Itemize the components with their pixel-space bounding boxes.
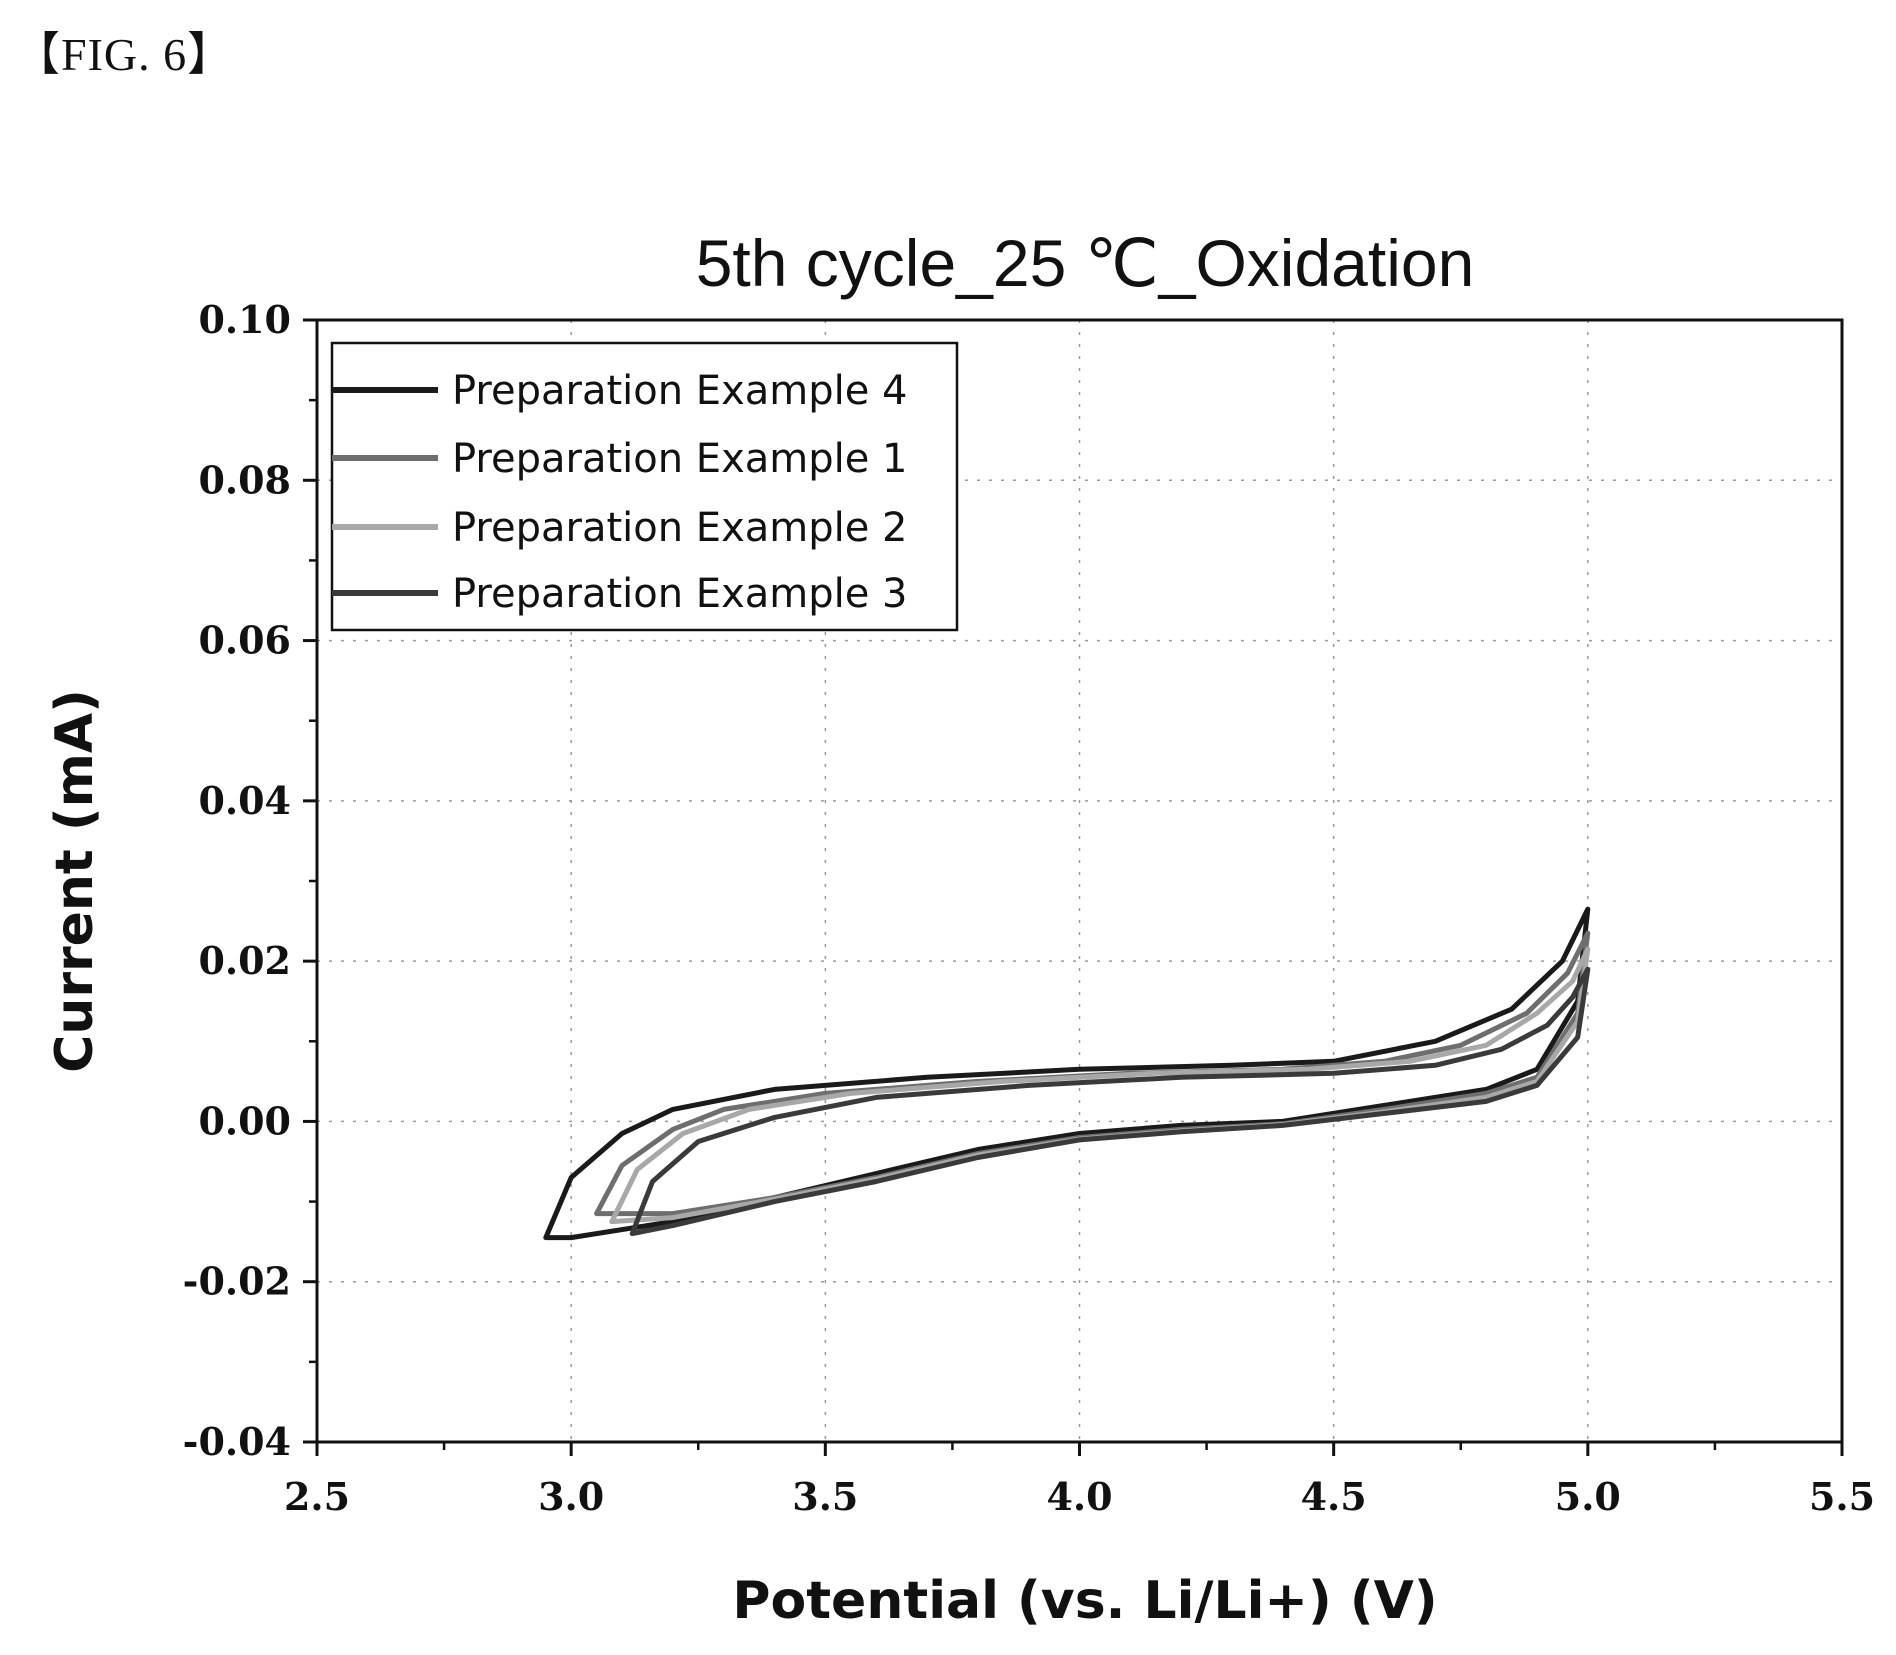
x-tick-label: 3.0 bbox=[538, 1474, 604, 1519]
y-axis-title: Current (mA) bbox=[45, 689, 105, 1073]
x-tick-label: 2.5 bbox=[284, 1474, 350, 1519]
series-line-1 bbox=[543, 906, 1591, 1241]
y-tick-label: 0.00 bbox=[198, 1098, 291, 1143]
series-line-4 bbox=[629, 966, 1591, 1237]
series-layer bbox=[543, 906, 1591, 1241]
series-line-3 bbox=[609, 946, 1591, 1225]
x-tick-label: 5.5 bbox=[1809, 1474, 1875, 1519]
y-tick-label: 0.10 bbox=[198, 297, 291, 342]
y-axis: -0.04 -0.02 0.00 0.02 0.04 0.06 0.08 0.10 bbox=[183, 297, 317, 1464]
x-tick-label: 5.0 bbox=[1555, 1474, 1621, 1519]
x-tick-label: 4.0 bbox=[1046, 1474, 1112, 1519]
series-line-2 bbox=[594, 930, 1591, 1217]
y-tick-label: 0.08 bbox=[198, 457, 291, 502]
y-tick-label: 0.06 bbox=[198, 618, 291, 663]
legend-label: Preparation Example 3 bbox=[452, 571, 908, 617]
x-tick-label: 4.5 bbox=[1301, 1474, 1367, 1519]
x-axis-title: Potential (vs. Li/Li+) (V) bbox=[732, 1571, 1437, 1631]
y-tick-label: 0.02 bbox=[198, 938, 291, 983]
legend-label: Preparation Example 4 bbox=[452, 368, 908, 414]
legend: Preparation Example 4 Preparation Example… bbox=[330, 341, 959, 632]
x-axis: 2.5 3.0 3.5 4.0 4.5 5.0 5.5 bbox=[284, 1442, 1875, 1519]
figure-label: 【FIG. 6】 bbox=[14, 29, 235, 80]
legend-label: Preparation Example 1 bbox=[452, 436, 908, 482]
y-tick-label: -0.02 bbox=[183, 1259, 291, 1304]
x-tick-label: 3.5 bbox=[792, 1474, 858, 1519]
legend-label: Preparation Example 2 bbox=[452, 505, 908, 551]
y-tick-label: 0.04 bbox=[198, 778, 291, 823]
chart-title: 5th cycle_25 ℃_Oxidation bbox=[696, 226, 1475, 300]
y-tick-label: -0.04 bbox=[183, 1419, 291, 1464]
